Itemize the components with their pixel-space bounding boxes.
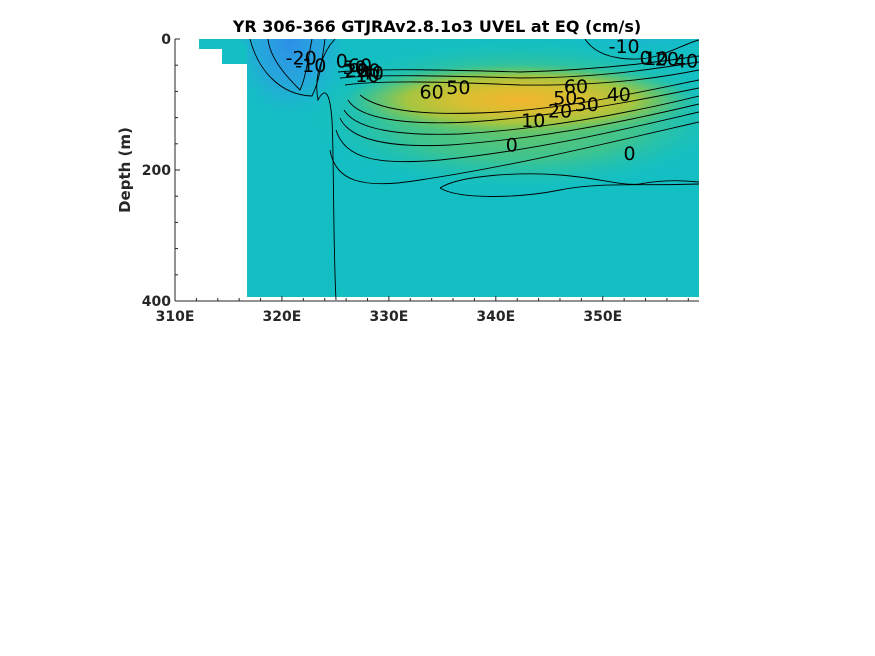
y-tick-label: 0 — [161, 32, 171, 48]
x-tick-label: 310E — [156, 309, 195, 325]
contour-label: 30 — [356, 60, 380, 82]
contour-label: 40 — [674, 51, 698, 73]
contour-label: 0 — [336, 51, 348, 73]
contour-label: 60 — [420, 81, 444, 103]
contour-label: 20 — [655, 49, 679, 71]
contour-label: 10 — [521, 110, 545, 132]
x-tick-label: 350E — [583, 309, 622, 325]
x-tick-label: 330E — [369, 309, 408, 325]
contour-line-40 — [343, 95, 699, 135]
contour-line-upper-b — [339, 61, 699, 79]
contour-label: 60 — [564, 76, 588, 98]
contour-line-10 — [329, 121, 699, 185]
contour-label: 10 — [355, 65, 379, 87]
contour-label: 20 — [548, 100, 572, 122]
y-axis-label: Depth (m) — [116, 127, 134, 213]
land-mask — [175, 39, 699, 301]
contour-label: 60 — [348, 55, 372, 77]
contour-label: -20 — [286, 47, 317, 69]
y-ticks: 0 200 400 — [142, 32, 180, 310]
chart-title: YR 306-366 GTJRAv2.8.1o3 UVEL at EQ (cm/… — [232, 17, 641, 36]
contour-line-zero-west — [316, 39, 337, 301]
contour-label: 0 — [639, 47, 651, 69]
contour-line-minus-10-east — [584, 39, 699, 60]
contour-label: 0 — [506, 134, 518, 156]
contour-label: 50 — [553, 87, 577, 109]
y-tick-label: 200 — [142, 163, 171, 179]
shelf-cell — [222, 43, 247, 64]
x-ticks: 310E 320E 330E 340E 350E — [156, 296, 689, 325]
contour-line-upper-a — [344, 69, 699, 86]
contour-label: 20 — [345, 60, 369, 82]
contour-label: 40 — [607, 84, 631, 106]
x-tick-label: 320E — [263, 309, 302, 325]
x-tick-label: 340E — [476, 309, 515, 325]
contour-line-30 — [339, 103, 699, 147]
y-tick-label: 400 — [142, 294, 171, 310]
contour-line-60 — [359, 79, 699, 114]
contour-label: 10 — [644, 48, 668, 70]
contour-label: 50 — [343, 57, 367, 79]
contour-line-zero-deep — [439, 173, 699, 189]
contour-label: 0 — [623, 143, 635, 165]
contour-lines — [249, 39, 699, 301]
contour-line-upper-c — [337, 55, 699, 73]
contour-line-minus-10-west — [249, 39, 326, 97]
shelf-cell — [199, 43, 222, 49]
contour-line-50 — [347, 87, 699, 124]
contour-label: 40 — [360, 62, 384, 84]
contour-line-minus-20 — [267, 39, 313, 91]
contour-label: 50 — [446, 77, 470, 99]
contour-line-20 — [335, 111, 699, 163]
contour-label: 30 — [575, 94, 599, 116]
contour-label: -10 — [295, 55, 326, 77]
contour-line-zero-deep-lower — [439, 183, 699, 197]
contour-label: -10 — [609, 36, 640, 58]
